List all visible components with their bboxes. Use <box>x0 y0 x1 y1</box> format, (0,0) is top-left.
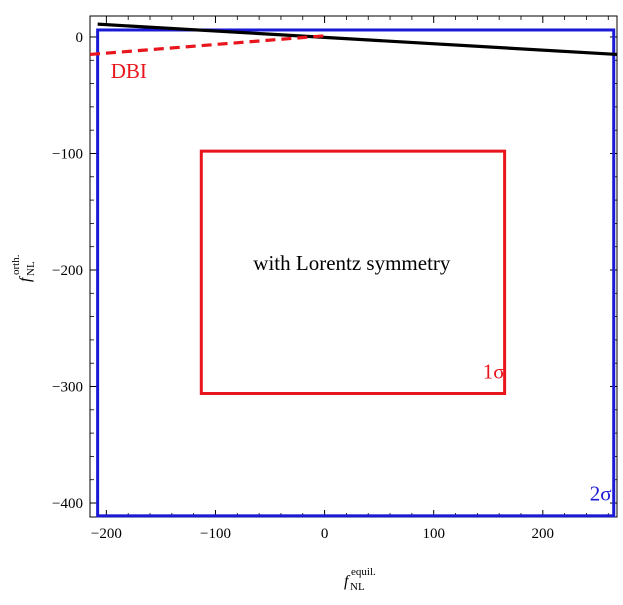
y-tick-label: −200 <box>52 263 83 279</box>
series-line-dbi <box>89 34 325 57</box>
series-line-black <box>97 22 618 57</box>
region-2sigma-box <box>96 28 616 518</box>
x-tick-label: 0 <box>321 526 329 542</box>
axis-label-base: f <box>17 275 34 282</box>
axis-label-subscript: NL <box>25 261 37 276</box>
axis-label-base: f <box>344 573 351 590</box>
x-tick-label: −100 <box>200 526 231 542</box>
lorentz-symmetry-label: with Lorentz symmetry <box>253 251 451 275</box>
x-tick-label: −200 <box>91 526 122 542</box>
axis-label-subscript: NL <box>350 581 365 593</box>
x-axis-label: f NL equil. <box>344 566 376 593</box>
y-tick-label: −400 <box>52 496 83 512</box>
axis-label-superscript: orth. <box>10 254 22 275</box>
y-tick-label: −100 <box>52 146 83 162</box>
y-tick-label: −300 <box>52 380 83 396</box>
x-tick-label: 100 <box>422 526 445 542</box>
dbi-label: DBI <box>111 59 147 83</box>
x-tick-label: 200 <box>532 526 555 542</box>
axis-label-superscript: equil. <box>351 566 376 578</box>
one-sigma-label: 1σ <box>483 359 505 383</box>
region-1sigma-box <box>199 149 507 395</box>
two-sigma-label: 2σ <box>590 482 612 506</box>
y-tick-label: 0 <box>76 30 84 46</box>
